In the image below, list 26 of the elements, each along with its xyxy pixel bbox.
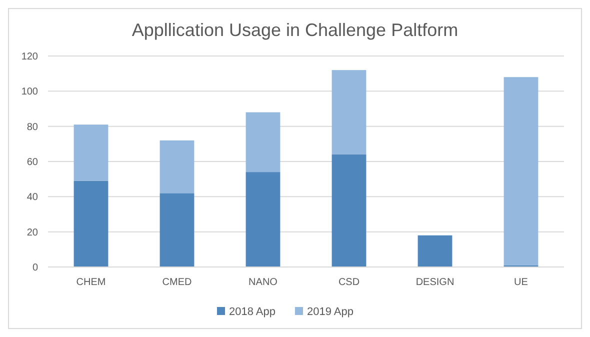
y-tick-label: 40 xyxy=(26,192,38,204)
bar xyxy=(74,180,108,267)
x-tick-label: CSD xyxy=(338,277,360,288)
bar xyxy=(246,112,280,172)
x-tick-label: UE xyxy=(514,277,528,288)
bar xyxy=(418,235,452,267)
legend-label: 2019 App xyxy=(307,306,354,318)
bar xyxy=(246,172,280,267)
y-tick-label: 60 xyxy=(26,157,38,168)
y-tick-label: 100 xyxy=(21,86,38,98)
bar xyxy=(74,124,108,181)
y-tick-label: 0 xyxy=(32,262,38,274)
bar xyxy=(160,140,194,194)
bar xyxy=(332,70,366,154)
x-tick-label: CHEM xyxy=(76,277,106,288)
bar xyxy=(160,193,194,267)
legend-label: 2018 App xyxy=(229,306,276,318)
x-tick-label: NANO xyxy=(248,277,278,288)
x-tick-label: DESIGN xyxy=(416,277,454,288)
y-tick-label: 120 xyxy=(21,52,38,62)
x-tick-label: CMED xyxy=(162,277,192,288)
bar xyxy=(504,77,538,266)
y-tick-label: 80 xyxy=(26,122,38,133)
bar xyxy=(332,154,366,267)
y-tick-label: 20 xyxy=(26,227,38,238)
chart-title: Appllication Usage in Challenge Paltform xyxy=(132,20,458,40)
